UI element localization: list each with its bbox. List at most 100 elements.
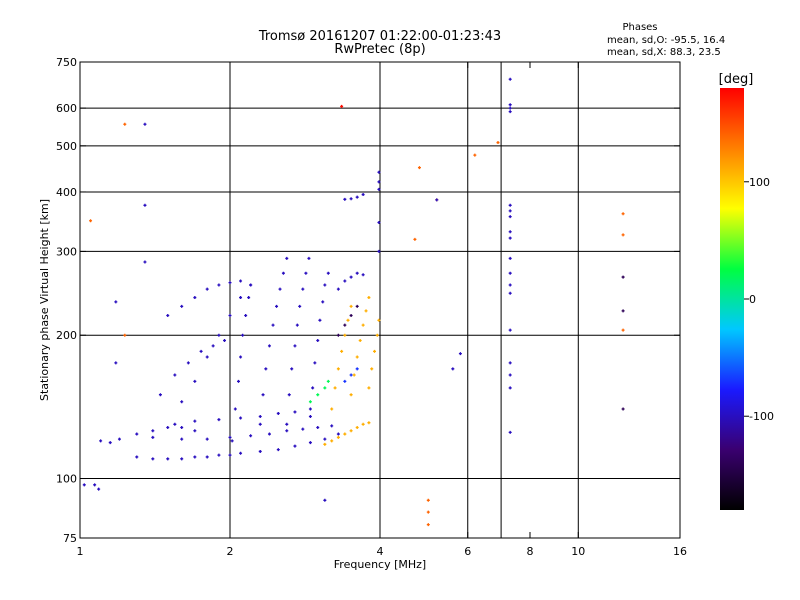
data-point [313,361,317,365]
data-point [293,444,297,448]
data-point [333,386,337,390]
data-point [508,283,512,287]
data-point [330,439,334,443]
data-point [217,333,221,337]
data-point [186,361,190,365]
stats-x-mode: mean, sd,X: 88.3, 23.5 [607,47,721,58]
data-point [349,373,353,377]
data-point [508,103,512,107]
data-point [375,333,379,337]
data-point [143,203,147,207]
data-point [413,237,417,241]
data-point [323,283,327,287]
data-point [276,411,280,415]
x-tick-label: 16 [673,545,687,558]
data-point [370,367,374,371]
x-tick-label: 4 [377,545,384,558]
data-point [336,435,340,439]
data-point [308,400,312,404]
data-point [99,439,103,443]
data-point [247,296,251,300]
data-point [298,304,302,308]
data-point [239,355,243,359]
data-point [308,414,312,418]
data-point [249,434,253,438]
data-point [239,416,243,420]
data-point [323,437,327,441]
data-point [114,361,118,365]
data-point [349,393,353,397]
data-point [373,349,377,353]
data-point [180,425,184,429]
data-point [244,314,248,318]
data-point [285,256,289,260]
data-point [367,296,371,300]
data-point [117,437,121,441]
data-point [205,437,209,441]
data-point [316,393,320,397]
data-point [377,170,381,174]
data-point [258,414,262,418]
data-point [261,393,265,397]
data-point [508,203,512,207]
data-point [180,400,184,404]
data-point [143,260,147,264]
data-point [295,323,299,327]
data-point [173,373,177,377]
data-point [323,386,327,390]
data-point [367,421,371,425]
data-point [166,457,170,461]
data-point [287,393,291,397]
grid-lines [80,62,680,538]
data-point [343,279,347,283]
data-point [285,429,289,433]
data-point [275,304,279,308]
data-point [621,275,625,279]
y-axis-label: Stationary phase Virtual Height [km] [38,199,51,401]
data-point [217,453,221,457]
data-point [330,424,334,428]
y-tick-label: 400 [56,186,77,199]
data-point [417,166,421,170]
data-point [377,180,381,184]
data-point [361,193,365,197]
data-point [308,407,312,411]
y-tick-label: 100 [56,473,77,486]
data-point [82,483,86,487]
data-point [326,271,330,275]
data-point [293,410,297,414]
data-point [211,344,215,348]
data-point [340,349,344,353]
data-point [173,422,177,426]
x-tick-label: 6 [464,545,471,558]
data-point [278,287,282,291]
x-tick-label: 1 [77,545,84,558]
data-point [285,422,289,426]
data-point [199,349,203,353]
y-tick-label: 600 [56,102,77,115]
data-point [349,197,353,201]
colorbar: [deg] -100 0 100 [719,72,774,510]
data-point [355,271,359,275]
x-tick-label: 8 [527,545,534,558]
data-point [377,221,381,225]
data-point [301,427,305,431]
data-point [193,419,197,423]
colorbar-tick-label: -100 [749,410,774,423]
data-point [264,367,268,371]
colorbar-gradient [720,88,744,510]
data-point [323,442,327,446]
data-point [621,233,625,237]
x-tick-label: 10 [571,545,585,558]
data-point [193,296,197,300]
data-point [355,355,359,359]
stats-o-mode: mean, sd,O: -95.5, 16.4 [607,35,725,46]
data-point [340,104,344,108]
data-point [349,275,353,279]
data-point [123,122,127,126]
data-point [336,333,340,337]
data-point [228,435,232,439]
data-point [301,287,305,291]
data-point [135,432,139,436]
